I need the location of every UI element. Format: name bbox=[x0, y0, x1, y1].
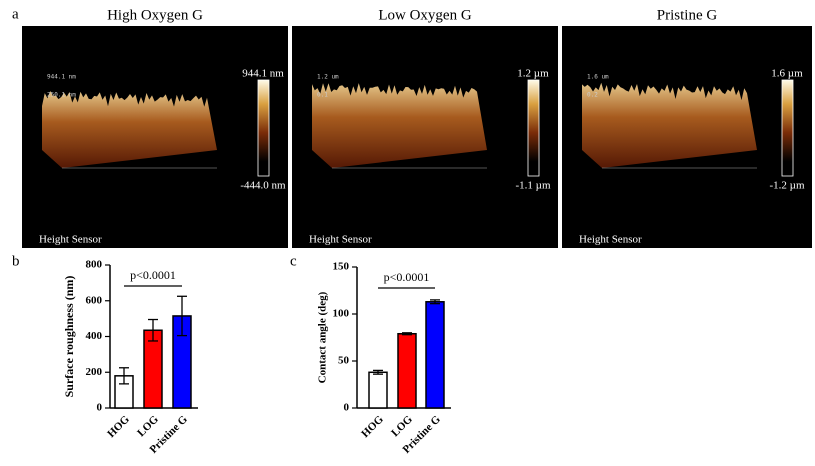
colorbar bbox=[781, 79, 794, 177]
image-title: High Oxygen G bbox=[107, 7, 203, 23]
colorbar-max: 944.1 nm bbox=[242, 68, 284, 80]
bar bbox=[397, 332, 417, 409]
x-tick-label: LOG bbox=[135, 413, 161, 439]
image-title: Pristine G bbox=[657, 7, 718, 23]
x-tick-label: HOG bbox=[359, 413, 386, 440]
surface bbox=[312, 83, 487, 168]
error-bar bbox=[119, 367, 129, 385]
z-label: 944.1 nm bbox=[47, 74, 76, 81]
z-label: 250.1 nm bbox=[47, 92, 76, 99]
x-tick-label: HOG bbox=[105, 413, 132, 440]
colorbar-min: -1.1 µm bbox=[515, 180, 551, 192]
colorbar-max: 1.2 µm bbox=[517, 68, 549, 80]
bar bbox=[368, 371, 388, 409]
z-label: 0.2 bbox=[587, 92, 598, 99]
y-tick-label: 50 bbox=[338, 355, 350, 367]
y-tick-label: 400 bbox=[86, 330, 103, 342]
annotation: p<0.0001 bbox=[130, 268, 176, 282]
y-tick-label: 800 bbox=[86, 259, 103, 271]
y-tick-label: 100 bbox=[333, 308, 350, 320]
y-tick-label: 200 bbox=[86, 366, 103, 378]
y-tick-label: 150 bbox=[333, 261, 350, 273]
panel-label: b bbox=[12, 253, 20, 269]
sensor-label: Height Sensor bbox=[579, 234, 642, 246]
sensor-label: Height Sensor bbox=[39, 234, 102, 246]
image-title: Low Oxygen G bbox=[378, 7, 471, 23]
y-axis-label: Surface roughness (nm) bbox=[62, 276, 76, 398]
colorbar-max: 1.6 µm bbox=[771, 68, 803, 80]
panel-label: c bbox=[290, 253, 297, 269]
surface bbox=[582, 82, 757, 168]
sensor-label: Height Sensor bbox=[309, 234, 372, 246]
z-label: 0.1 bbox=[317, 92, 328, 99]
error-bar bbox=[177, 295, 187, 337]
annotation: p<0.0001 bbox=[384, 270, 430, 284]
colorbar-min: -444.0 nm bbox=[240, 180, 286, 192]
surface bbox=[42, 90, 217, 168]
error-bar bbox=[373, 369, 383, 375]
panel-label: a bbox=[12, 6, 19, 22]
colorbar bbox=[527, 79, 540, 177]
colorbar bbox=[257, 79, 270, 177]
error-bar bbox=[402, 332, 412, 336]
y-tick-label: 0 bbox=[344, 402, 350, 414]
error-bar bbox=[430, 299, 440, 305]
colorbar-min: -1.2 µm bbox=[769, 180, 805, 192]
y-tick-label: 600 bbox=[86, 294, 103, 306]
bar bbox=[425, 301, 445, 409]
error-bar bbox=[148, 318, 158, 342]
bar bbox=[143, 329, 163, 409]
y-tick-label: 0 bbox=[97, 402, 103, 414]
z-label: 1.2 um bbox=[317, 74, 339, 81]
z-label: 1.6 um bbox=[587, 74, 609, 81]
y-axis-label: Contact angle (deg) bbox=[317, 291, 329, 383]
